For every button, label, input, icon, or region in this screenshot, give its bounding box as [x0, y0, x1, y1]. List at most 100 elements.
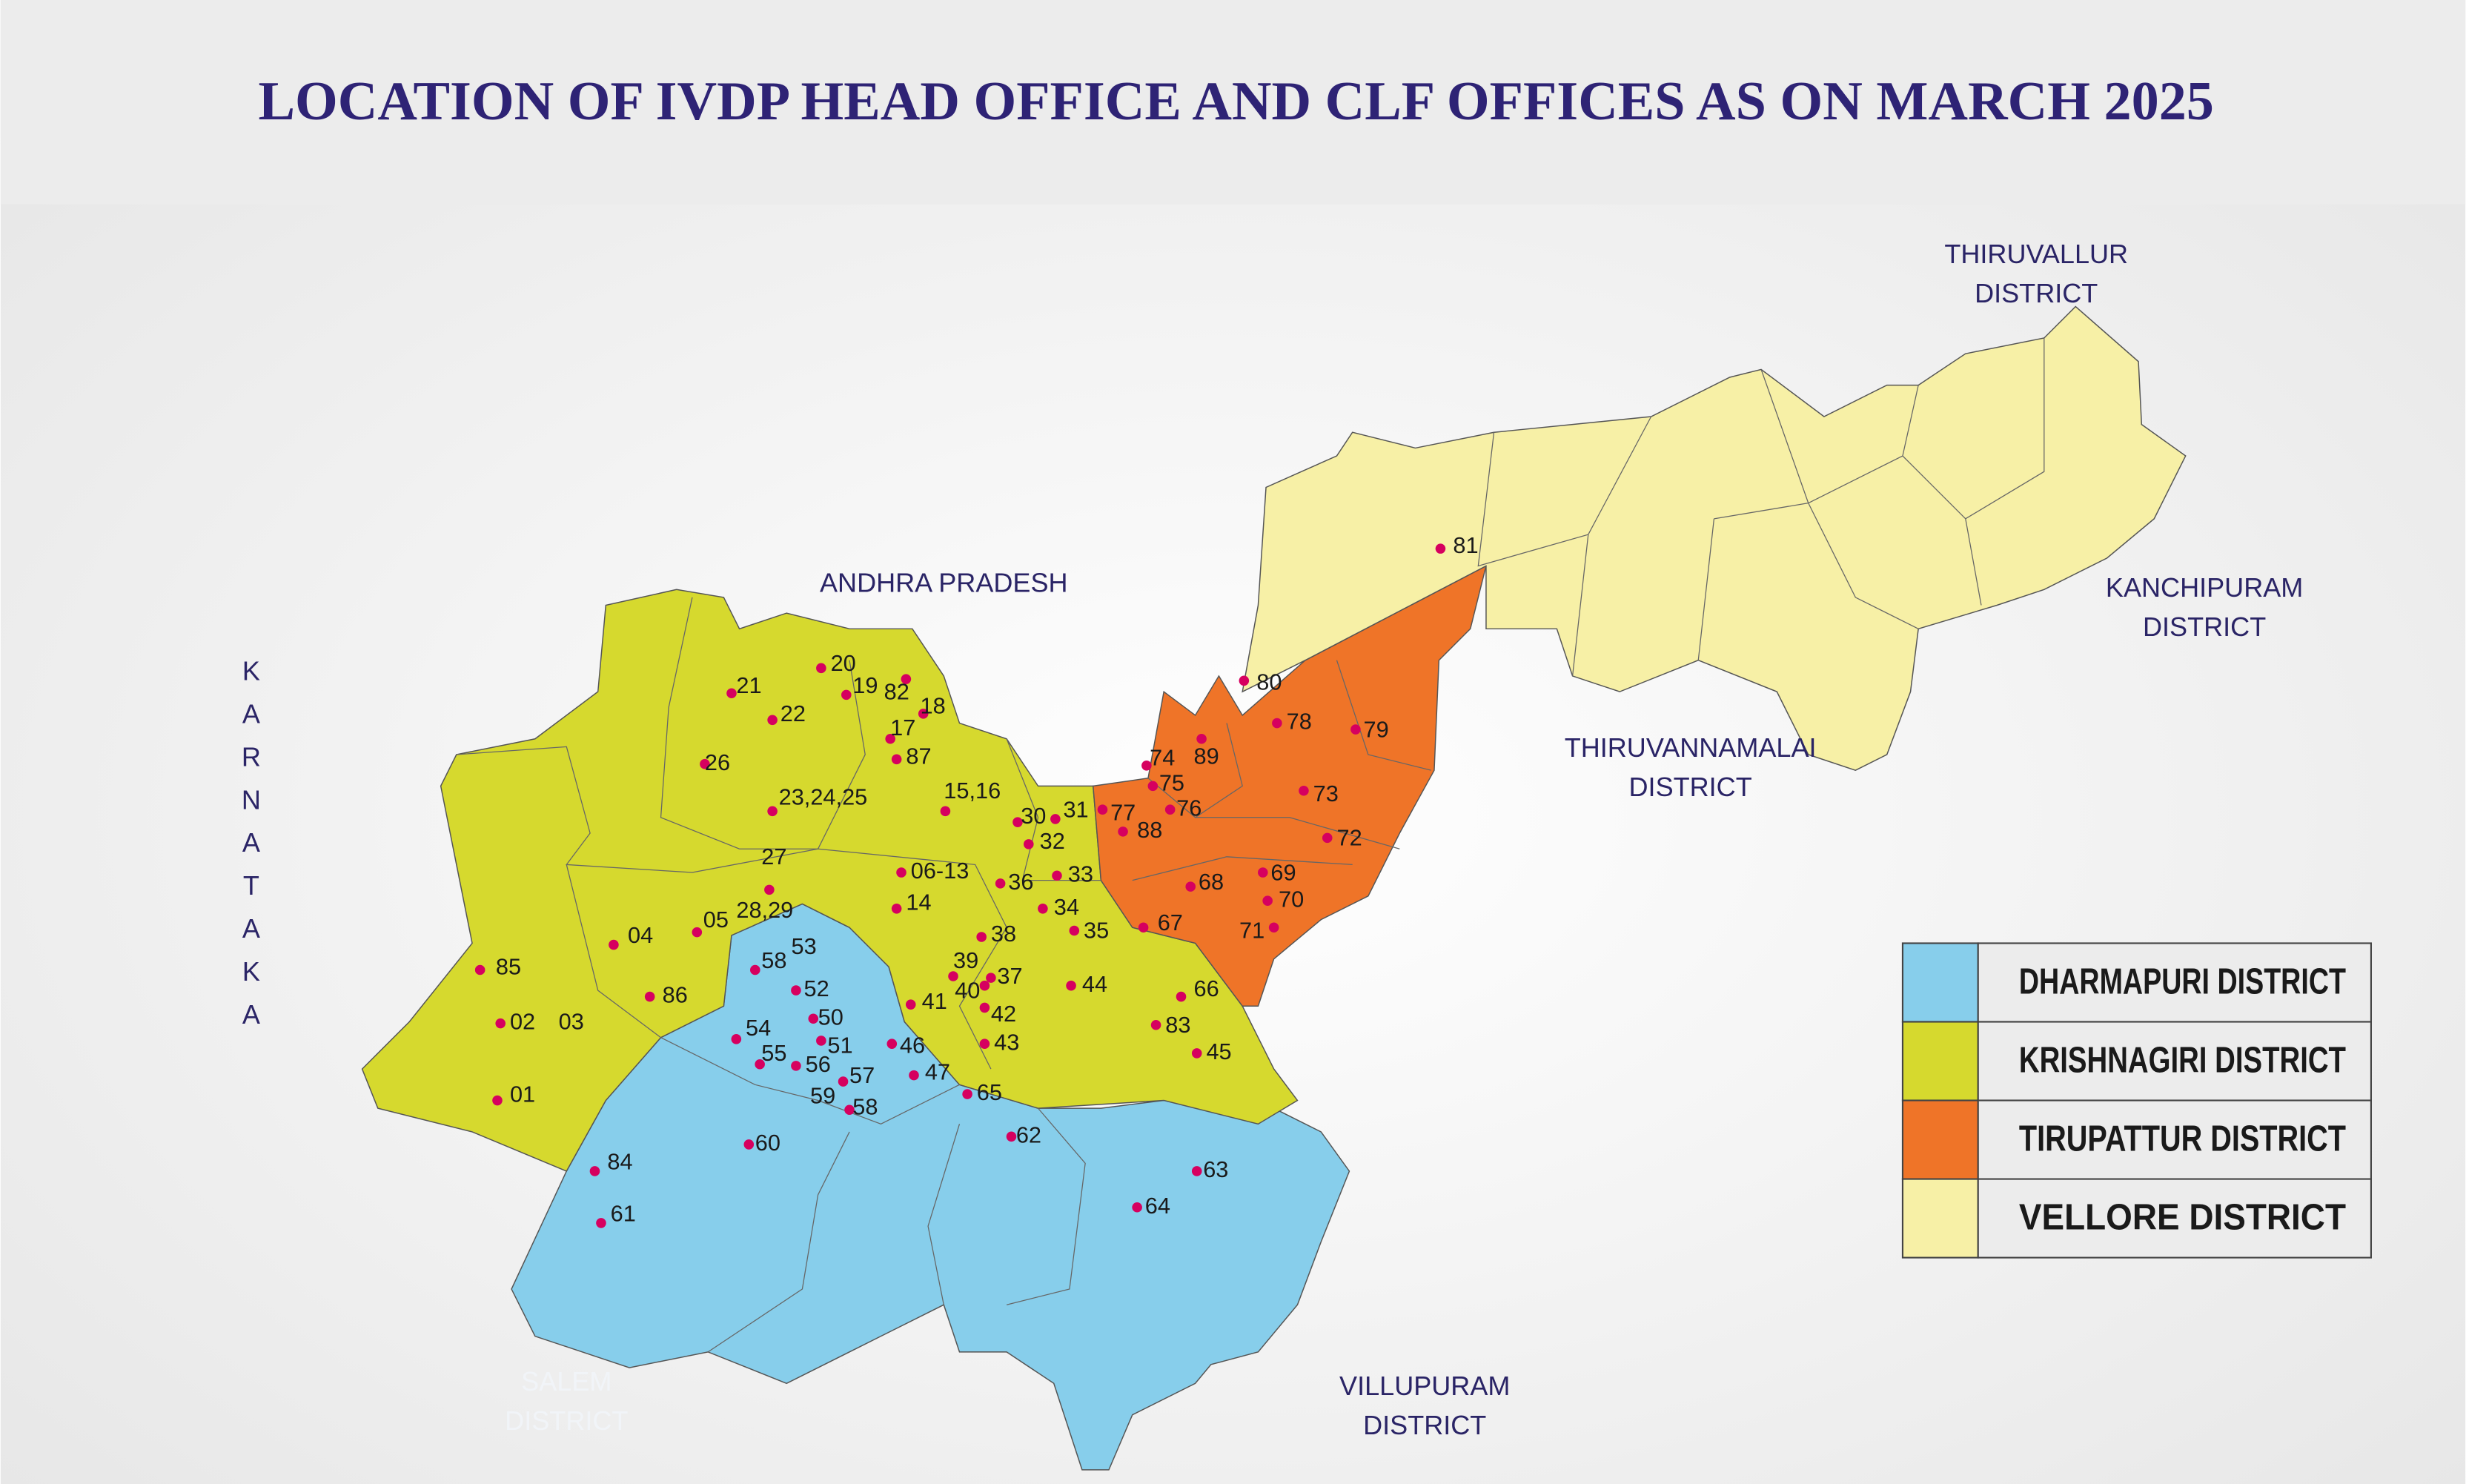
office-marker — [596, 1218, 606, 1228]
office-label: 73 — [1313, 781, 1339, 806]
neighbor-label: THIRUVANNAMALAI — [1565, 732, 1817, 763]
office-label: 80 — [1256, 669, 1282, 695]
office-marker — [589, 1166, 600, 1176]
office-marker — [1191, 1048, 1202, 1059]
legend-label: VELLORE DISTRICT — [2019, 1198, 2346, 1238]
border — [707, 1131, 850, 1353]
office-marker — [1435, 543, 1446, 554]
border — [660, 1037, 960, 1125]
office-label: 46 — [900, 1033, 925, 1059]
neighbor-label: DISTRICT — [505, 1405, 628, 1436]
neighbor-label: VILLUPURAM — [1339, 1371, 1510, 1401]
office-label: 82 — [884, 678, 909, 704]
office-label: 89 — [1193, 743, 1219, 769]
office-label: 74 — [1150, 744, 1175, 770]
office-marker — [979, 980, 990, 991]
office-marker — [816, 663, 826, 674]
office-label: 55 — [761, 1040, 786, 1066]
office-marker — [767, 715, 778, 726]
office-marker — [844, 1104, 855, 1116]
office-marker — [962, 1089, 972, 1099]
office-label: 62 — [1016, 1122, 1041, 1147]
office-marker — [1191, 1166, 1202, 1176]
border — [566, 864, 661, 1039]
legend-cell — [1977, 942, 2372, 1023]
office-marker — [816, 1036, 826, 1046]
office-marker — [1097, 804, 1108, 815]
office-label: 56 — [806, 1051, 831, 1077]
office-label: 52 — [804, 975, 829, 1001]
office-marker — [767, 806, 778, 817]
office-label: 53 — [792, 933, 817, 959]
office-label: 31 — [1063, 796, 1088, 822]
office-marker — [948, 971, 958, 981]
office-marker — [1262, 895, 1273, 906]
office-label: 88 — [1137, 817, 1162, 843]
office-label: 41 — [922, 988, 947, 1014]
district-region — [361, 589, 1299, 1172]
office-marker — [995, 878, 1006, 889]
office-label: 60 — [755, 1130, 780, 1156]
office-marker — [1052, 870, 1062, 881]
border — [927, 1107, 1086, 1305]
office-marker — [976, 932, 987, 942]
office-marker — [808, 1013, 819, 1024]
office-marker — [1132, 1202, 1142, 1213]
office-marker — [918, 709, 929, 719]
border — [1132, 778, 1400, 881]
neighbor-labels: ANDHRA PRADESH THIRUVALLUR DISTRICT KANCHIP… — [505, 239, 2303, 1440]
office-marker — [1150, 1019, 1161, 1030]
office-marker — [764, 884, 775, 895]
legend-swatch — [1901, 1178, 1979, 1259]
office-label: 38 — [991, 921, 1016, 947]
karnataka-label: KARNATAKA — [236, 655, 266, 1042]
office-marker — [940, 806, 951, 817]
office-marker — [979, 1002, 990, 1013]
office-label: 37 — [997, 963, 1022, 989]
neighbor-label: DISTRICT — [2143, 612, 2266, 642]
office-marker — [1164, 804, 1176, 815]
office-label: 22 — [780, 700, 806, 726]
office-marker — [692, 927, 703, 938]
office-marker — [1350, 724, 1361, 735]
office-marker — [1322, 832, 1333, 844]
legend-cell — [1977, 1178, 2372, 1259]
office-marker — [1006, 1131, 1017, 1142]
border — [1808, 337, 2045, 629]
office-marker — [474, 964, 485, 975]
office-label: 42 — [991, 1001, 1016, 1027]
office-marker — [492, 1095, 503, 1106]
office-marker — [1141, 761, 1152, 771]
office-label: 57 — [849, 1062, 875, 1088]
map-title: LOCATION OF IVDP HEAD OFFICE AND CLF OFF… — [259, 71, 2214, 132]
office-label: 77 — [1110, 800, 1136, 826]
office-marker — [755, 1059, 765, 1070]
office-label: 06-13 — [911, 858, 970, 884]
office-marker — [896, 867, 906, 878]
district-region — [1092, 565, 1488, 1007]
office-marker — [1185, 881, 1196, 892]
legend-label: DHARMAPURI DISTRICT — [2019, 961, 2346, 1001]
office-label: 50 — [818, 1004, 843, 1030]
office-marker — [750, 964, 760, 975]
neighbor-label: DISTRICT — [1629, 772, 1752, 802]
office-label: 43 — [994, 1029, 1019, 1055]
office-label: 66 — [1193, 975, 1219, 1001]
office-marker — [1050, 814, 1061, 824]
office-label: 61 — [611, 1200, 636, 1226]
office-label: 15,16 — [944, 778, 1001, 804]
office-label: 05 — [703, 907, 729, 933]
office-label: 28,29 — [736, 897, 793, 923]
neighbor-label: DISTRICT — [1363, 1410, 1486, 1440]
office-label: 27 — [761, 844, 786, 869]
office-marker — [886, 1039, 898, 1049]
legend-label: TIRUPATTUR DISTRICT — [2019, 1119, 2346, 1159]
office-label: 85 — [496, 954, 521, 980]
office-marker — [644, 991, 655, 1002]
office-marker — [1258, 867, 1268, 878]
office-marker — [891, 754, 902, 765]
office-label: 18 — [920, 692, 945, 718]
office-marker — [1038, 904, 1048, 914]
